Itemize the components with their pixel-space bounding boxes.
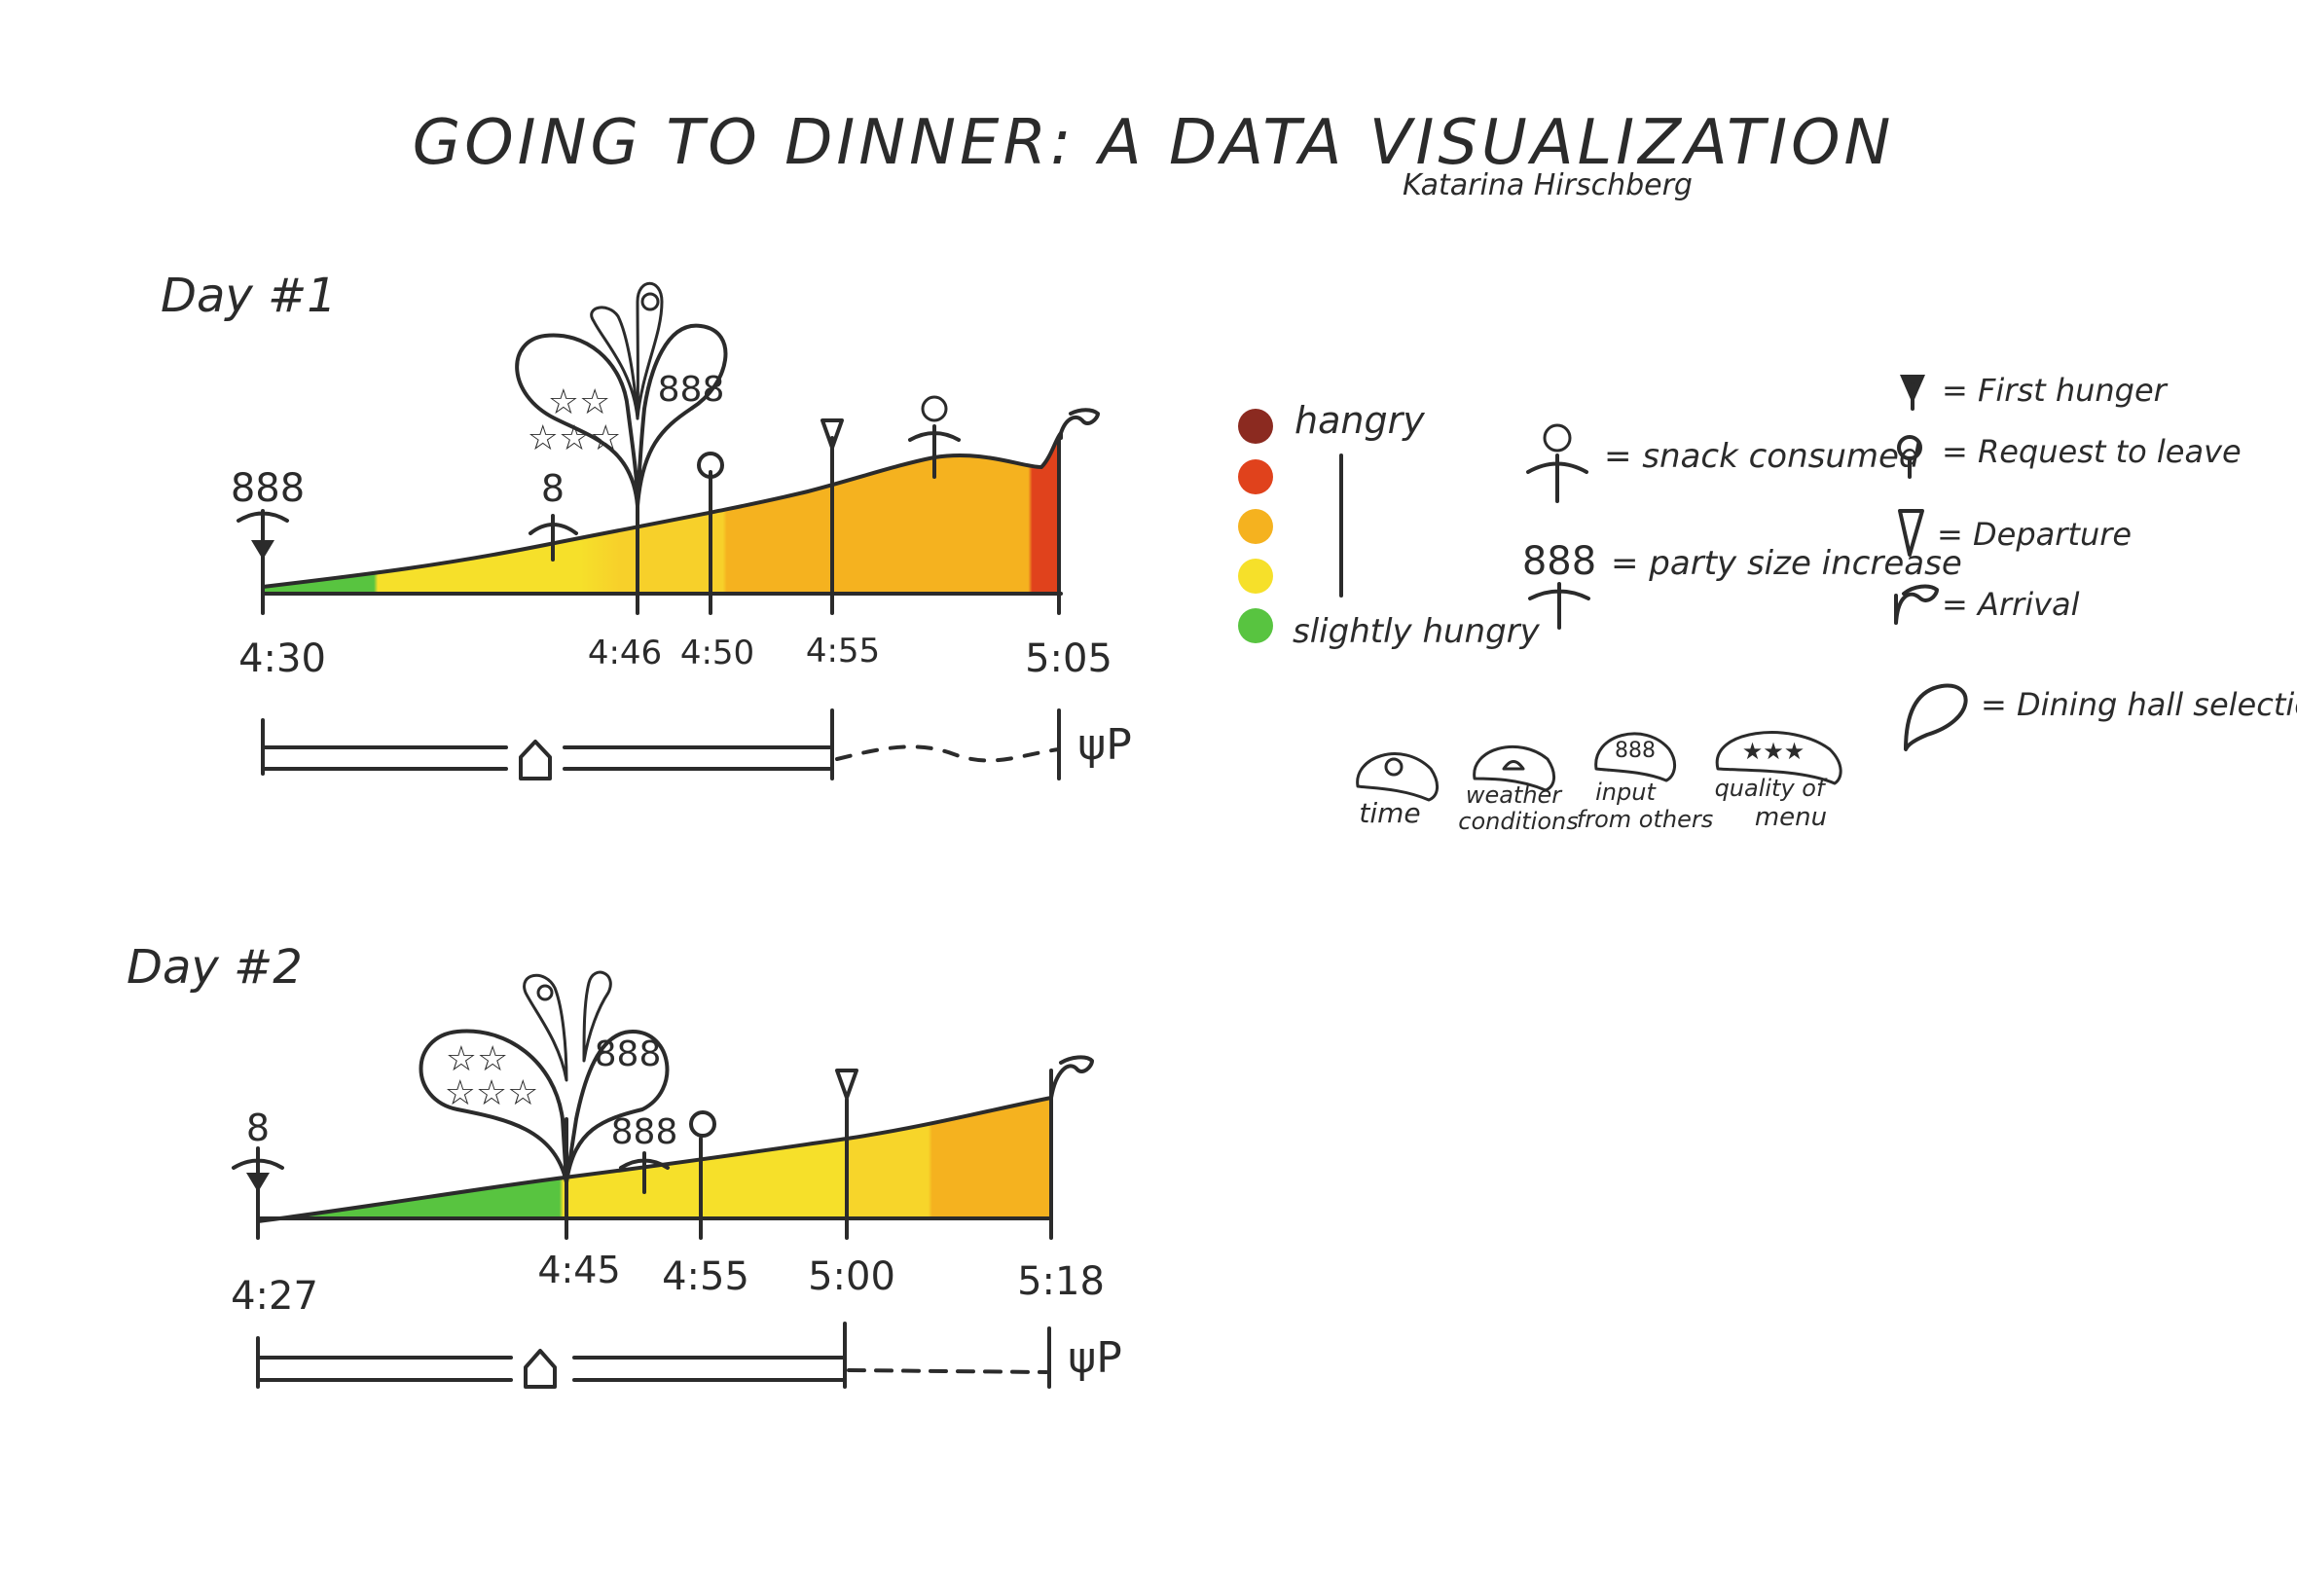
first-hunger-legend-text: = First hunger: [1942, 372, 2169, 409]
day-2-chart: Day #2 8 ☆☆ ☆☆☆ 888 888 4:27 4:45 4:55 5…: [127, 940, 1122, 1389]
party-size-icon: 888: [595, 1034, 662, 1074]
factor-legend: time weather conditions 888 input from o…: [1356, 731, 1842, 835]
apple-icon: [921, 395, 948, 422]
dining-hall-legend-text: = Dining hall selection: [1981, 686, 2297, 723]
stars-icon: ★★★: [1742, 738, 1805, 765]
factor-quality-label: quality of: [1715, 775, 1828, 802]
page-title: GOING TO DINNER: A DATA VISUALIZATION: [413, 107, 1895, 179]
request-legend-text: = Request to leave: [1942, 433, 2242, 470]
day-2-tick-label: 4:45: [537, 1249, 620, 1291]
time-balloon: [1356, 752, 1439, 802]
weather-balloon: [582, 970, 612, 1063]
request-to-leave-icon: [689, 1110, 716, 1138]
day-1-tick-label: 4:46: [588, 634, 662, 672]
day-1-hunger-line: [261, 431, 1063, 589]
day-2-hunger-area: [258, 1098, 1051, 1221]
factor-weather-label: conditions: [1458, 808, 1578, 835]
day-1-tick-label: 5:05: [1025, 636, 1112, 681]
quality-balloon: [1715, 731, 1842, 785]
person-icon: 8: [541, 467, 565, 510]
clock-icon: [1384, 757, 1404, 777]
person-icon: 8: [246, 1106, 270, 1149]
hangry-label: hangry: [1294, 399, 1425, 442]
day-2-tick-label: 5:18: [1017, 1259, 1105, 1304]
day-1-tick-label: 4:50: [680, 634, 754, 672]
weather-balloon: [1473, 744, 1555, 792]
party-size-icon: 888: [611, 1112, 678, 1152]
party-size-icon: 888: [1615, 739, 1656, 763]
party-legend-text: = party size increase: [1611, 544, 1962, 583]
hunger-swatch: [1238, 409, 1273, 444]
day-1-tick-label: 4:55: [806, 632, 880, 671]
cloud-icon: [1502, 760, 1525, 771]
dining-hall-balloon: [636, 323, 728, 508]
dining-hall-balloon-icon: [1904, 683, 1968, 751]
hunger-swatch: [1238, 559, 1273, 594]
dining-hall-balloon: [419, 1029, 568, 1184]
symbol-legend-right: = First hunger = Request to leave = Depa…: [1894, 372, 2297, 751]
sprout-icon: [529, 514, 578, 562]
first-hunger-icon: [246, 1173, 270, 1192]
day-2-tick-label: 5:00: [808, 1254, 895, 1299]
home-icon: [524, 1349, 557, 1389]
input-balloon: [1594, 732, 1677, 782]
sprout-icon: [1528, 582, 1590, 630]
stars-icon: ☆☆☆: [528, 418, 622, 458]
dining-icon: ψP: [1077, 720, 1132, 770]
factor-time-label: time: [1359, 797, 1420, 829]
home-icon: [519, 740, 552, 780]
apple-icon: [1543, 423, 1572, 453]
departure-legend-text: = Departure: [1937, 516, 2132, 553]
hunger-color-legend: hangry slightly hungry: [1238, 399, 1541, 651]
sprout-icon: [237, 509, 289, 547]
sprout-icon: [619, 1151, 670, 1194]
request-to-leave-icon: [697, 452, 724, 479]
factor-quality-label: menu: [1755, 803, 1827, 832]
day-1-chart: Day #1 888 8 ☆☆ ☆☆☆ 888: [161, 269, 1132, 780]
dining-icon: ψP: [1068, 1333, 1122, 1383]
factor-weather-label: weather: [1466, 781, 1563, 809]
symbol-legend-middle: = snack consumed 888 = party size increa…: [1522, 423, 1962, 630]
arrival-icon: [1894, 584, 1939, 625]
hunger-swatch: [1238, 608, 1273, 643]
day-1-hunger-area: [263, 433, 1061, 594]
stars-icon: ☆☆: [446, 1039, 509, 1079]
dining-hall-balloon: [515, 333, 639, 508]
arrival-icon: [1059, 408, 1100, 440]
day-1-tick-label: 4:30: [238, 636, 326, 681]
author-name: Katarina Hirschberg: [1403, 168, 1693, 202]
day-2-tick-label: 4:27: [231, 1274, 318, 1319]
clock-icon: [536, 984, 554, 1001]
day-2-travel-timeline: ψP: [256, 1322, 1122, 1389]
slightly-hungry-label: slightly hungry: [1293, 612, 1541, 651]
day-1-label: Day #1: [161, 269, 337, 323]
day-2-tick-label: 4:55: [662, 1254, 749, 1299]
departure-icon: [1898, 509, 1924, 557]
snack-legend-text: = snack consumed: [1604, 437, 1920, 476]
sprout-icon: [1526, 453, 1588, 503]
time-balloon: [523, 973, 568, 1082]
stars-icon: ☆☆: [548, 382, 611, 422]
departure-icon: [820, 418, 844, 450]
departure-icon: [835, 1069, 858, 1100]
first-hunger-icon: [251, 540, 274, 560]
party-size-icon: 888: [1522, 539, 1596, 584]
day-2-label: Day #2: [127, 940, 303, 995]
dining-hall-balloon: [565, 1030, 670, 1184]
hunger-swatch: [1238, 459, 1273, 494]
factor-input-label: from others: [1577, 806, 1713, 833]
weather-balloon: [590, 306, 639, 420]
day-1-travel-timeline: ψP: [261, 708, 1132, 780]
arrival-icon: [1049, 1055, 1094, 1100]
arrival-legend-text: = Arrival: [1942, 586, 2080, 623]
party-size-icon: 888: [658, 370, 725, 410]
party-size-icon: 888: [231, 466, 305, 511]
time-balloon: [636, 281, 664, 420]
sprout-icon: [908, 424, 961, 479]
stars-icon: ☆☆☆: [445, 1073, 539, 1113]
factor-input-label: input: [1595, 779, 1657, 806]
hunger-swatch: [1238, 509, 1273, 544]
clock-icon: [640, 292, 660, 311]
